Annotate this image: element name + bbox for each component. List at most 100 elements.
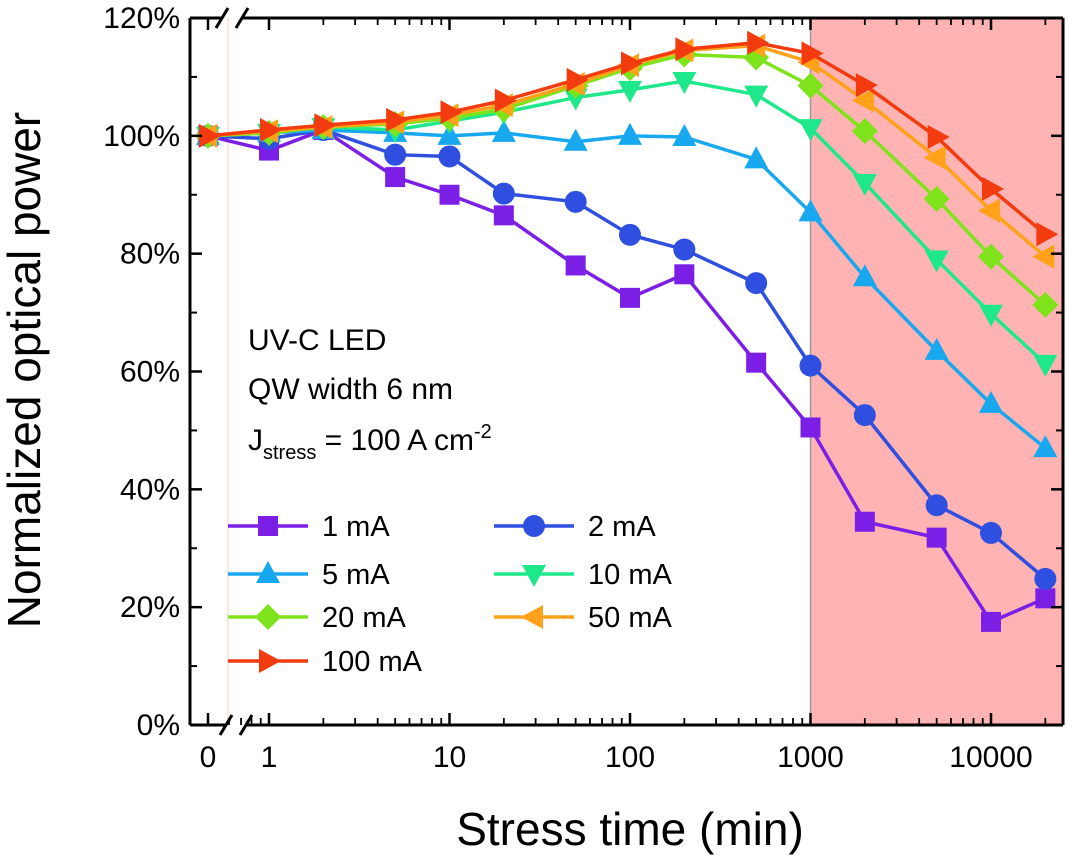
annotation-j-main: J [248, 424, 263, 457]
data-point-20-ma [851, 118, 878, 145]
data-point-1-ma [746, 352, 767, 373]
annotation-block: UV-C LED QW width 6 nm Jstress = 100 A c… [248, 324, 492, 464]
legend-swatch-marker [259, 649, 281, 673]
annotation-j-sub: stress [263, 442, 316, 464]
data-point-5-ma [672, 124, 697, 147]
data-point-5-ma [798, 199, 823, 222]
data-point-5-ma [563, 128, 588, 151]
data-point-100-ma [855, 73, 878, 98]
data-point-100-ma [566, 67, 589, 92]
x-tick-label: 100 [605, 741, 655, 774]
data-point-100-ma [199, 123, 221, 148]
data-point-50-ma [851, 88, 874, 113]
data-point-20-ma [1032, 291, 1059, 318]
axis-break-mark [218, 714, 234, 736]
legend-item-5-ma: 5 mA [228, 559, 390, 591]
data-point-2-ma [745, 272, 768, 295]
data-point-1-ma [620, 287, 640, 308]
data-point-5-ma [924, 337, 949, 360]
legend-label: 10 mA [588, 559, 672, 591]
data-point-5-ma [852, 264, 877, 287]
legend-label: 1 mA [322, 511, 390, 543]
series-100-ma [199, 30, 1059, 247]
legend-item-2-ma: 2 mA [494, 511, 656, 543]
annotation-j-sup: -2 [474, 421, 492, 443]
data-point-100-ma [747, 30, 770, 55]
data-point-10-ma [798, 119, 823, 142]
y-tick-label: 0% [137, 709, 180, 742]
data-point-100-ma [314, 113, 337, 138]
legend-label: 5 mA [322, 559, 390, 591]
data-point-5-ma [744, 146, 769, 169]
data-point-10-ma [979, 304, 1003, 327]
data-point-100-ma [621, 51, 643, 76]
legend-label: 2 mA [588, 511, 656, 543]
data-point-1-ma [493, 205, 514, 226]
series-layer [195, 30, 1059, 632]
y-tick-label: 80% [120, 238, 180, 271]
annotation-j-rest: = 100 A cm [316, 424, 474, 457]
legend-swatch-marker [522, 565, 546, 587]
data-point-50-ma [1032, 244, 1055, 269]
axis-break-mark [234, 7, 250, 29]
legend-item-50-ma: 50 mA [494, 602, 672, 634]
x-axis-title: Stress time (min) [456, 803, 804, 855]
legend-item-100-ma: 100 mA [228, 646, 423, 678]
data-point-2-ma [438, 145, 461, 168]
data-point-2-ma [619, 223, 641, 246]
legend-item-10-ma: 10 mA [494, 559, 672, 591]
data-point-1-ma [565, 255, 586, 276]
legend-swatch-marker [255, 604, 281, 630]
legend-item-1-ma: 1 mA [228, 511, 390, 543]
data-point-100-ma [982, 176, 1004, 201]
data-point-10-ma [852, 173, 877, 196]
data-point-50-ma [978, 198, 1000, 223]
x-tick-label: 10000 [949, 741, 1032, 774]
data-point-1-ma [800, 417, 821, 438]
data-point-10-ma [924, 250, 949, 273]
axis-ticks: 0% 20% 40% 60% 80% 100% 120% 0 1 10 100 1000 10000 [103, 2, 1063, 774]
legend-item-20-ma: 20 mA [228, 602, 406, 634]
data-point-10-ma [1033, 354, 1058, 377]
data-point-100-ma [440, 100, 463, 125]
data-point-1-ma [674, 264, 695, 285]
y-tick-label: 40% [120, 473, 180, 506]
data-point-2-ma [1034, 567, 1057, 590]
data-point-1-ma [981, 611, 1001, 632]
data-point-20-ma [923, 185, 950, 212]
x-tick-label: 0 [200, 741, 217, 774]
axis-break-mark [214, 7, 230, 29]
data-point-20-ma [797, 72, 824, 99]
data-point-2-ma [925, 494, 948, 517]
data-point-100-ma [927, 125, 950, 150]
data-point-100-ma [1036, 222, 1059, 247]
legend-label: 20 mA [322, 602, 406, 634]
legend: 1 mA 2 mA 5 mA 10 mA 20 mA 50 mA 100 mA [228, 511, 672, 678]
data-point-2-ma [799, 354, 822, 377]
data-point-1-ma [439, 184, 460, 205]
annotation-qw-width: QW width 6 nm [248, 373, 453, 406]
data-point-100-ma [260, 117, 282, 142]
data-point-20-ma [978, 243, 1004, 270]
legend-swatch-marker [521, 605, 543, 629]
data-point-10-ma [618, 80, 642, 103]
data-point-10-ma [672, 72, 697, 95]
data-point-1-ma [926, 527, 947, 548]
x-tick-label: 1 [261, 741, 278, 774]
axis-break-mark [238, 714, 254, 736]
data-point-2-ma [853, 404, 876, 427]
data-point-2-ma [384, 143, 407, 166]
legend-swatch-marker [523, 515, 545, 537]
annotation-device: UV-C LED [248, 324, 386, 357]
data-point-2-ma [980, 521, 1002, 544]
annotation-current-density: Jstress = 100 A cm-2 [248, 421, 492, 464]
legend-swatch-marker [256, 561, 280, 583]
data-point-100-ma [801, 41, 824, 66]
data-point-2-ma [492, 182, 515, 205]
y-tick-label: 20% [120, 591, 180, 624]
degradation-shaded-region [810, 18, 1063, 725]
legend-swatch-marker [258, 516, 278, 536]
x-axis-break [214, 7, 254, 736]
y-axis-title: Normalized optical power [0, 112, 50, 628]
